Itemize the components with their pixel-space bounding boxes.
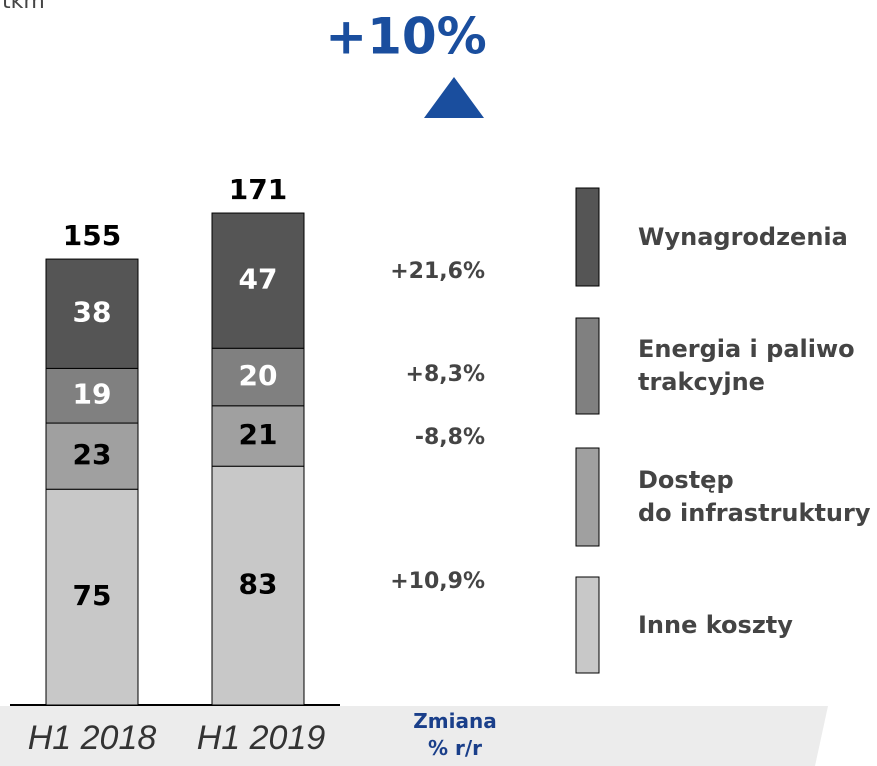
segment-label: 19 bbox=[73, 378, 112, 411]
change-label: +21,6% bbox=[390, 259, 485, 284]
legend-label: Dostęp do infrastruktury bbox=[638, 466, 871, 527]
change-label: -8,8% bbox=[415, 425, 485, 450]
bar-segment bbox=[211, 212, 305, 349]
legend-swatch bbox=[575, 576, 600, 674]
bar-segment bbox=[211, 347, 305, 407]
segment-label: 23 bbox=[73, 438, 112, 471]
segment-label: 21 bbox=[239, 418, 278, 451]
legend-swatch bbox=[575, 187, 600, 287]
segment-label: 20 bbox=[239, 359, 278, 392]
bar-segment bbox=[45, 367, 139, 424]
legend-label: Wynagrodzenia bbox=[638, 222, 848, 251]
bar-segment bbox=[211, 465, 305, 706]
total-label: 155 bbox=[63, 219, 121, 252]
legend-swatch bbox=[575, 317, 600, 415]
footer-band bbox=[0, 706, 828, 766]
legend-swatch bbox=[575, 447, 600, 547]
bar-segment bbox=[45, 258, 139, 369]
segment-label: 83 bbox=[239, 568, 278, 601]
change-label: +8,3% bbox=[406, 362, 485, 387]
bar-segment bbox=[45, 422, 139, 490]
subtitle: tkm bbox=[2, 0, 45, 14]
up-arrow bbox=[424, 77, 484, 118]
change-header: Zmiana% r/r bbox=[413, 709, 496, 760]
total-label: 171 bbox=[229, 173, 287, 206]
bar-segment bbox=[45, 488, 139, 706]
chart-title: +10% bbox=[325, 8, 487, 66]
bar-segment bbox=[211, 405, 305, 467]
x-tick-label: H1 2018 bbox=[28, 719, 157, 757]
segment-label: 47 bbox=[239, 263, 278, 296]
segment-label: 75 bbox=[73, 579, 112, 612]
legend-label: Inne koszty bbox=[638, 610, 793, 639]
change-label: +10,9% bbox=[390, 569, 485, 594]
x-tick-label: H1 2019 bbox=[197, 719, 326, 757]
legend-label: Energia i paliwo trakcyjne bbox=[638, 335, 855, 396]
segment-label: 38 bbox=[73, 296, 112, 329]
